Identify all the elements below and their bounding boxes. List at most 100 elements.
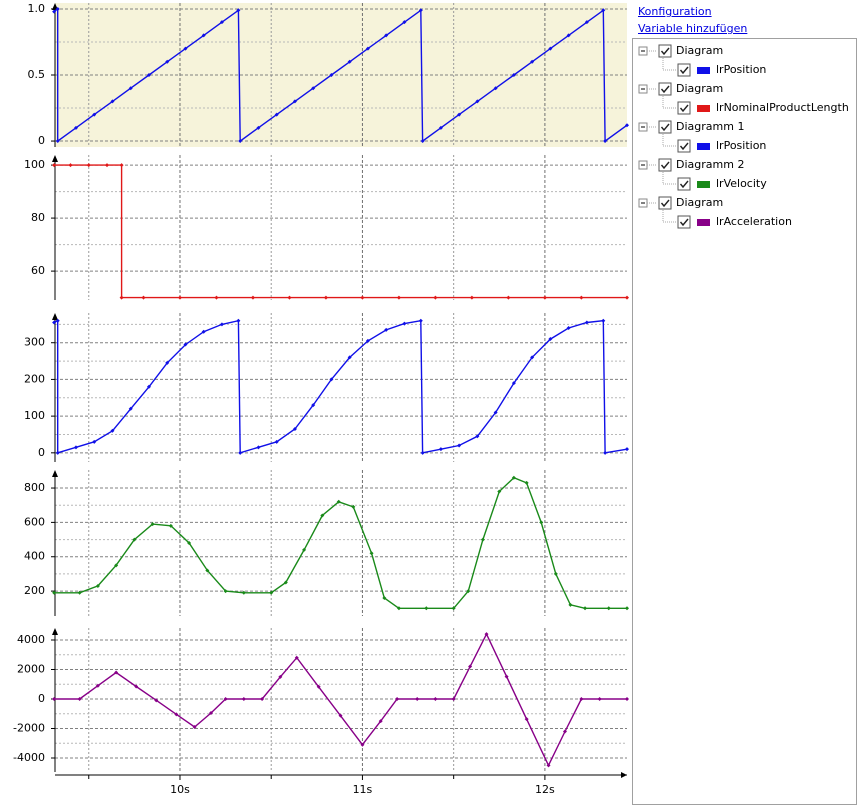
- data-point: [92, 439, 97, 444]
- data-point: [311, 86, 316, 91]
- data-point: [274, 112, 279, 117]
- data-point: [524, 480, 529, 485]
- data-point: [511, 475, 516, 480]
- y-tick-label: -4000: [13, 751, 45, 764]
- checkbox[interactable]: [677, 177, 691, 191]
- data-point: [625, 295, 629, 300]
- data-point: [603, 139, 608, 144]
- tree-connector: [662, 58, 676, 71]
- data-point: [73, 125, 78, 130]
- data-point: [132, 537, 137, 542]
- data-point: [250, 295, 255, 300]
- data-point: [183, 342, 188, 347]
- data-point: [539, 520, 544, 525]
- data-point: [562, 729, 567, 734]
- legend-swatch: [697, 181, 710, 188]
- data-point: [351, 504, 356, 509]
- data-point: [236, 8, 241, 13]
- y-tick-label: 100: [24, 158, 45, 171]
- checkbox[interactable]: [658, 120, 672, 134]
- checkbox-tick: [660, 47, 670, 56]
- data-point: [504, 674, 509, 679]
- y-tick-label: 200: [24, 372, 45, 385]
- checkbox-tick: [660, 85, 670, 94]
- data-point: [347, 59, 352, 64]
- data-point: [625, 447, 629, 452]
- data-point: [384, 33, 389, 38]
- data-point: [584, 320, 589, 325]
- checkbox[interactable]: [677, 139, 691, 153]
- data-point: [433, 295, 438, 300]
- y-tick-label: 600: [24, 515, 45, 528]
- tree-connector: [662, 96, 676, 109]
- tree-connector: [662, 172, 676, 185]
- data-point: [475, 99, 480, 104]
- data-point: [223, 589, 228, 594]
- data-point: [110, 99, 115, 104]
- checkbox[interactable]: [677, 215, 691, 229]
- legend-swatch: [697, 143, 710, 150]
- data-point: [451, 697, 456, 702]
- checkbox[interactable]: [658, 196, 672, 210]
- data-point: [625, 123, 629, 128]
- data-point: [606, 606, 611, 611]
- data-point: [395, 697, 400, 702]
- group-label: Diagram: [676, 82, 723, 95]
- data-point: [493, 86, 498, 91]
- data-point: [603, 450, 608, 455]
- legend-label: lrPosition: [716, 139, 766, 152]
- data-point: [201, 329, 206, 334]
- data-point: [55, 318, 60, 323]
- data-point: [566, 326, 571, 331]
- data-point: [219, 20, 224, 25]
- data-point: [625, 606, 629, 611]
- group-label: Diagram: [676, 44, 723, 57]
- data-point: [438, 447, 443, 452]
- checkbox[interactable]: [658, 44, 672, 58]
- data-point: [154, 698, 159, 703]
- checkbox[interactable]: [677, 63, 691, 77]
- data-point: [209, 711, 213, 716]
- data-point: [548, 46, 553, 51]
- data-point: [192, 725, 197, 730]
- data-point: [187, 541, 192, 545]
- data-point: [294, 655, 299, 660]
- variable-tree: Diagram lrPosition Diagram lrNominalProduct…: [632, 38, 857, 805]
- data-point: [402, 321, 407, 326]
- legend-label: lrNominalProductLength: [716, 101, 849, 114]
- data-point: [360, 295, 365, 300]
- plot-area: 0 0.5 1.0 60 80 100 0 100 200 300 200 400 600 800 -400…: [13, 2, 629, 796]
- checkbox[interactable]: [658, 82, 672, 96]
- y-tick-label: 300: [24, 336, 45, 349]
- checkbox[interactable]: [658, 158, 672, 172]
- data-point: [568, 602, 573, 607]
- y-axis-arrow: [52, 470, 58, 477]
- data-point: [77, 697, 82, 702]
- data-point: [141, 295, 146, 300]
- data-point: [480, 537, 485, 542]
- data-point: [201, 33, 206, 38]
- data-point: [119, 295, 124, 300]
- data-point: [114, 670, 119, 675]
- data-point: [95, 583, 100, 588]
- data-point: [546, 763, 551, 768]
- data-point: [506, 295, 511, 300]
- data-point: [415, 697, 420, 702]
- link[interactable]: Konfiguration: [638, 5, 712, 18]
- checkbox[interactable]: [677, 101, 691, 115]
- data-point: [524, 717, 529, 722]
- link[interactable]: Variable hinzufügen: [638, 22, 748, 35]
- data-point: [52, 590, 57, 595]
- data-point: [174, 712, 179, 717]
- data-point: [511, 73, 516, 77]
- legend-swatch: [697, 219, 710, 226]
- data-point: [311, 403, 316, 408]
- data-point: [183, 46, 188, 51]
- x-tick-label: 10s: [170, 783, 190, 796]
- data-point: [338, 713, 343, 718]
- data-point: [92, 112, 97, 117]
- data-point: [548, 337, 553, 342]
- data-point: [597, 697, 602, 702]
- legend-swatch: [697, 67, 710, 74]
